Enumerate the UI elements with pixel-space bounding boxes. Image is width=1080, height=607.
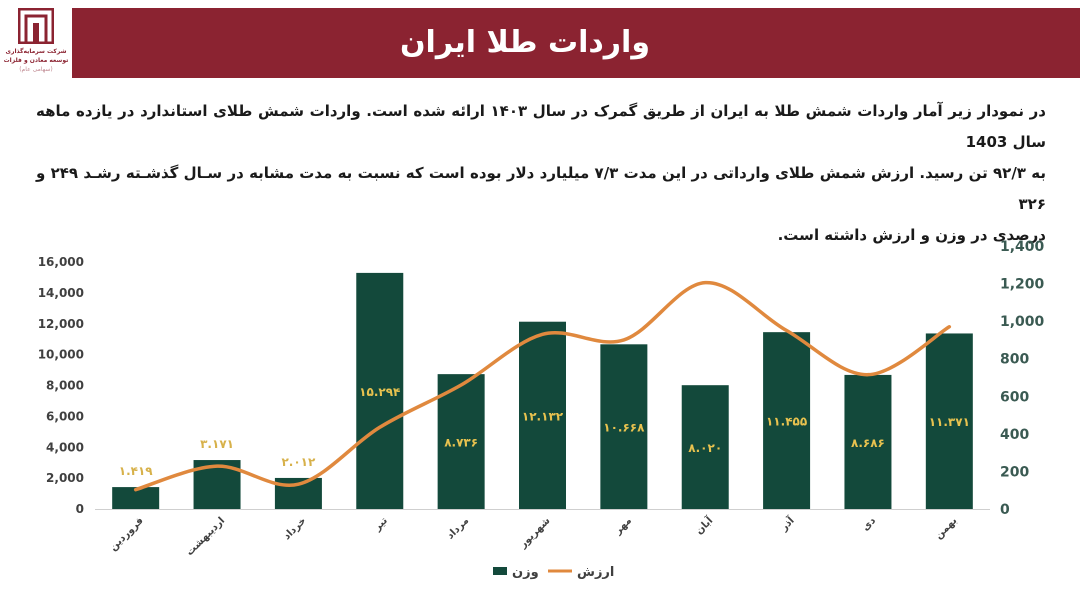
bar-data-label: ۱۱.۴۵۵ bbox=[766, 415, 807, 429]
page-title: واردات طلا ایران bbox=[399, 25, 650, 60]
legend-label-weight: وزن bbox=[512, 565, 539, 580]
category-tick-label: مرداد bbox=[445, 515, 471, 541]
top-strip bbox=[0, 0, 1080, 8]
left-axis-tick-label: 6,000 bbox=[46, 409, 84, 423]
line-value-series bbox=[133, 280, 952, 492]
logo-text-line2: توسعه معادن و فلزات bbox=[3, 57, 69, 64]
left-axis-tick-label: 8,000 bbox=[46, 379, 84, 393]
category-tick-label: بهمن bbox=[933, 515, 959, 541]
left-axis-tick-label: 12,000 bbox=[38, 317, 84, 331]
bar-weight bbox=[112, 487, 160, 509]
bar-data-label: ۲.۰۱۲ bbox=[281, 455, 316, 469]
category-tick-label: مهر bbox=[612, 515, 634, 537]
legend-swatch-weight bbox=[493, 567, 507, 575]
bar-weight bbox=[437, 374, 485, 509]
category-tick-label: آبان bbox=[692, 514, 715, 537]
right-axis-tick-label: 800 bbox=[1000, 352, 1029, 368]
description-line-1: در نمودار زیر آمار واردات شمش طلا به ایر… bbox=[36, 102, 1046, 151]
bar-weight bbox=[763, 332, 811, 509]
legend-label-value: ارزش bbox=[577, 565, 614, 580]
category-tick-label: خرداد bbox=[282, 515, 309, 542]
left-axis-tick-label: 4,000 bbox=[46, 440, 84, 454]
logo-text-line3: (سهامی عام) bbox=[19, 66, 53, 73]
description-line-3: درصدی در وزن و ارزش داشته است. bbox=[777, 226, 1046, 244]
title-banner bbox=[0, 8, 1080, 78]
description-paragraph: در نمودار زیر آمار واردات شمش طلا به ایر… bbox=[36, 96, 1046, 251]
bar-data-label: ۱۲.۱۳۲ bbox=[522, 409, 564, 423]
bar-data-label: ۸.۰۲۰ bbox=[688, 441, 722, 455]
logo-text-line1: شرکت سرمایه‌گذاری bbox=[5, 48, 67, 55]
right-axis-tick-label: 400 bbox=[1000, 427, 1029, 443]
left-axis-tick-label: 10,000 bbox=[38, 348, 84, 362]
right-axis-tick-label: 600 bbox=[1000, 389, 1029, 405]
gold-imports-chart: 0 2,000 4,000 6,000 8,000 10,000 12,000 14,000 1… bbox=[38, 239, 1045, 580]
right-axis-tick-label: 1,400 bbox=[1000, 239, 1045, 255]
bar-data-label: ۱.۴۱۹ bbox=[119, 464, 154, 478]
bar-data-label: ۱۰.۶۶۸ bbox=[603, 421, 645, 435]
bar-data-label: ۳.۱۷۱ bbox=[200, 437, 234, 451]
company-logo: شرکت سرمایه‌گذاری توسعه معادن و فلزات (س… bbox=[0, 0, 72, 78]
category-tick-label: شهریور bbox=[517, 515, 553, 551]
bar-weight bbox=[681, 385, 729, 509]
right-axis-tick-label: 1,200 bbox=[1000, 277, 1045, 293]
left-axis-tick-label: 0 bbox=[76, 502, 84, 516]
bar-weight bbox=[356, 272, 404, 509]
bar-data-label: ۸.۷۳۶ bbox=[444, 436, 478, 450]
category-tick-label: تیر bbox=[371, 515, 390, 534]
category-tick-label: آذر bbox=[777, 514, 797, 534]
bar-data-label: ۱۵.۲۹۴ bbox=[359, 385, 400, 399]
right-axis-tick-label: 200 bbox=[1000, 464, 1029, 480]
right-axis-tick-label: 0 bbox=[1000, 502, 1010, 518]
bar-weight bbox=[519, 321, 566, 509]
category-tick-label: دی bbox=[860, 515, 878, 533]
left-axis-tick-label: 14,000 bbox=[38, 286, 84, 300]
bar-weight bbox=[600, 344, 648, 509]
bar-weight bbox=[925, 333, 973, 509]
logo-emblem-icon bbox=[18, 8, 54, 44]
left-axis-tick-label: 16,000 bbox=[38, 255, 84, 269]
category-tick-label: اردیبهشت bbox=[184, 515, 227, 558]
right-axis-tick-label: 1,000 bbox=[1000, 314, 1045, 330]
left-axis-tick-label: 2,000 bbox=[46, 471, 84, 485]
category-tick-label: فروردین bbox=[108, 515, 146, 553]
bar-data-label: ۱۱.۳۷۱ bbox=[929, 415, 970, 429]
description-line-2: به ۹۲/۳ تن رسید. ارزش شمش طلای وارداتی د… bbox=[36, 164, 1046, 213]
bar-weight bbox=[844, 374, 892, 509]
bar-data-label: ۸.۶۸۶ bbox=[851, 436, 885, 450]
